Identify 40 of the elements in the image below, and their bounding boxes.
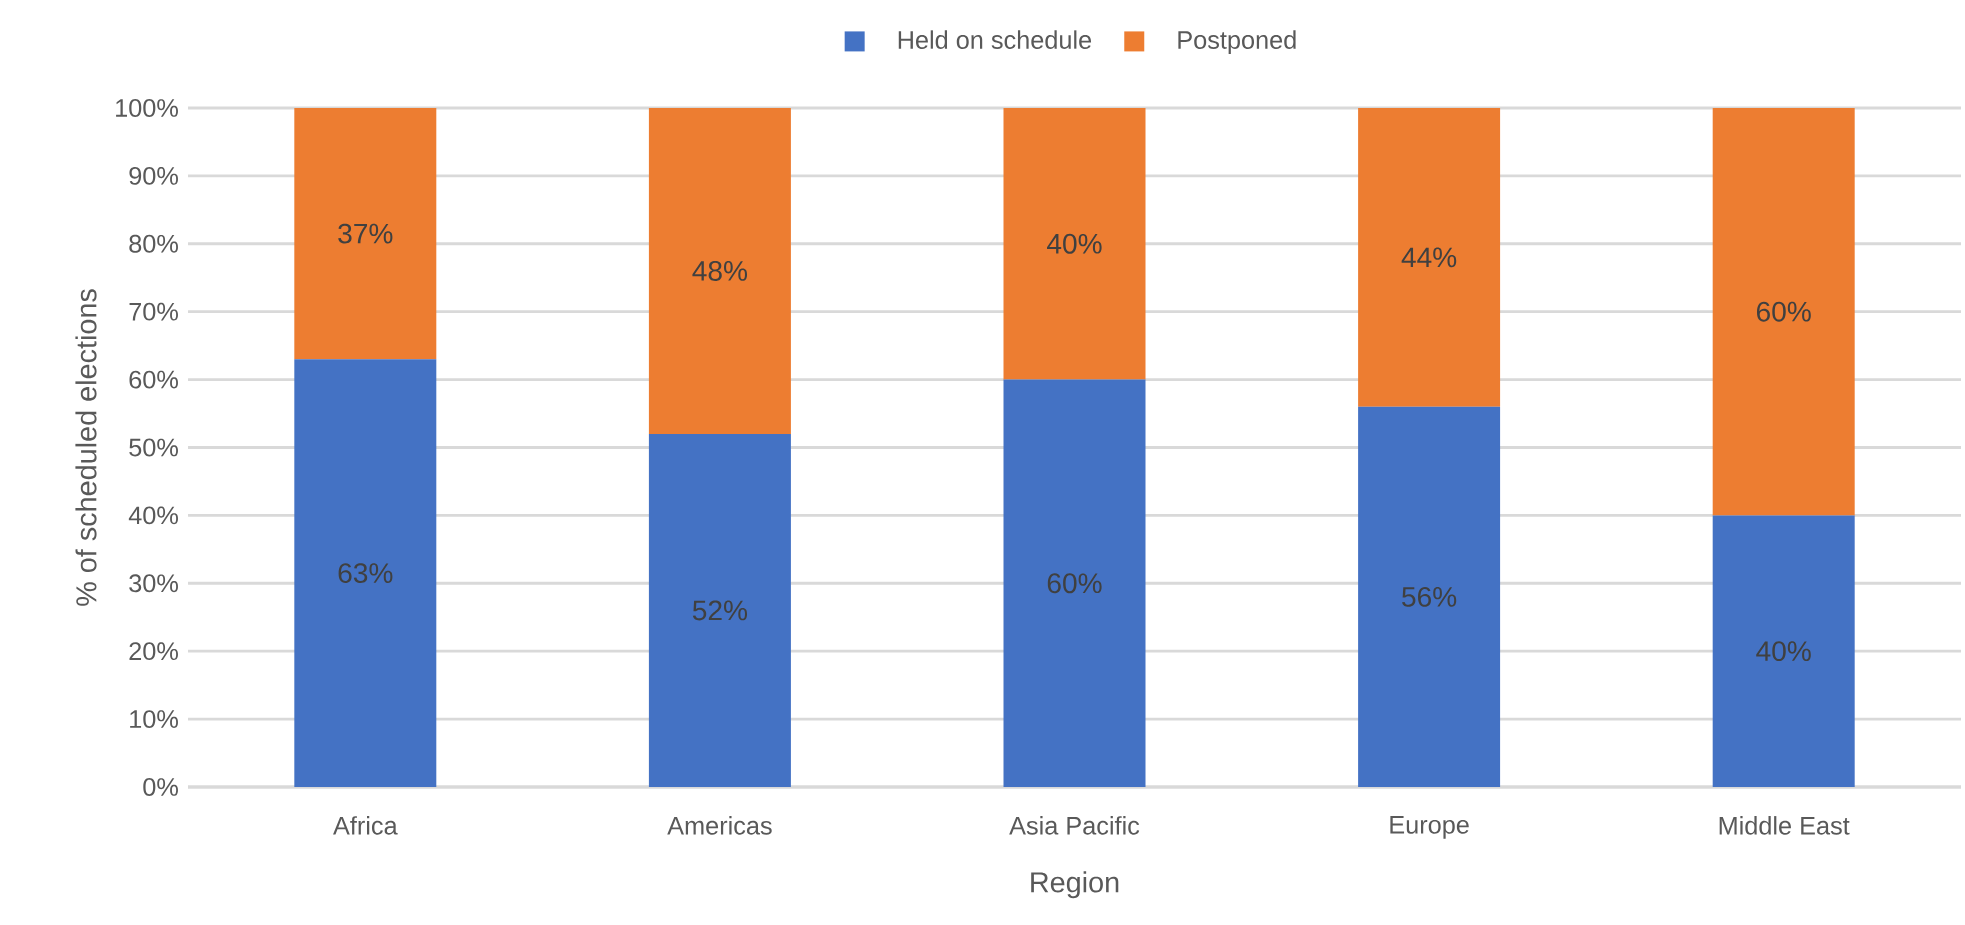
bar [648, 108, 791, 434]
y-tick-label: 90% [129, 166, 178, 185]
bar [1358, 406, 1501, 787]
data-label: 60% [1756, 301, 1811, 322]
bar [1712, 515, 1855, 787]
bar [1712, 108, 1855, 516]
y-tick-label: 20% [129, 642, 178, 661]
data-label: 63% [338, 563, 393, 584]
data-label: 40% [1047, 233, 1102, 254]
x-tick-label: Asia Pacific [1009, 816, 1140, 835]
bar [648, 433, 791, 787]
data-label: 60% [1047, 573, 1102, 594]
x-tick-label: Americas [667, 816, 772, 835]
legend-label: Held on schedule [898, 30, 1092, 49]
data-label: 48% [692, 261, 748, 281]
x-axis-title: Region [1031, 871, 1119, 899]
bar [1003, 379, 1146, 787]
y-tick-label: 70% [129, 302, 178, 321]
y-tick-label: 100% [116, 99, 178, 117]
bar [294, 108, 437, 360]
data-label: 44% [1401, 247, 1457, 268]
data-label: 40% [1756, 641, 1811, 662]
y-tick-label: 0% [143, 778, 178, 796]
y-tick-label: 10% [130, 710, 178, 729]
bar [1358, 108, 1501, 407]
x-tick-label: Middle East [1719, 816, 1850, 835]
legend-label: Postponed [1178, 30, 1296, 54]
bar [294, 359, 437, 787]
x-tick-label: Africa [333, 816, 398, 835]
data-label: 52% [692, 600, 748, 621]
y-tick-label: 40% [128, 506, 178, 525]
bar [1003, 108, 1146, 380]
y-tick-label: 60% [129, 370, 178, 389]
x-tick-label: Europe [1390, 816, 1469, 839]
data-label: 37% [338, 223, 393, 244]
y-tick-label: 50% [129, 438, 178, 457]
data-label: 56% [1402, 586, 1457, 607]
y-tick-label: 80% [129, 234, 178, 253]
y-tick-label: 30% [129, 574, 178, 593]
y-axis-title: % of scheduled elections [75, 289, 97, 606]
